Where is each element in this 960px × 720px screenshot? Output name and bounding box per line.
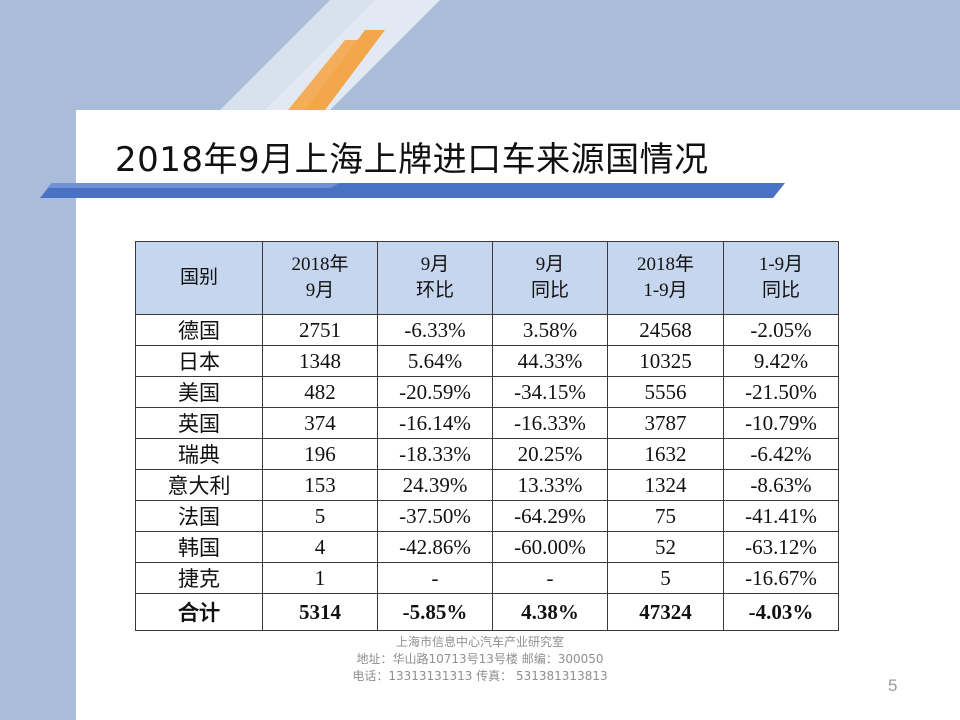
header-ytd-yoy: 1-9月同比 [723,241,839,315]
value-cell: -63.12% [723,531,839,563]
table-row: 美国 482 -20.59% -34.15% 5556 -21.50% [135,376,839,408]
value-cell: 5 [607,562,724,594]
table-row: 日本 1348 5.64% 44.33% 10325 9.42% [135,345,839,377]
value-cell: 5.64% [377,345,493,377]
value-cell: 24568 [607,314,724,346]
value-cell: -21.50% [723,376,839,408]
title-underline-bar [40,183,785,198]
country-cell: 捷克 [135,562,263,594]
slide-title: 2018年9月上海上牌进口车来源国情况 [115,140,709,180]
header-line: 9月 [305,280,335,301]
value-cell: -5.85% [377,593,493,631]
value-cell: 1324 [607,469,724,501]
value-cell: -42.86% [377,531,493,563]
value-cell: -20.59% [377,376,493,408]
header-sep-mom: 9月环比 [377,241,493,315]
table-row: 捷克 1- -5 -16.67% [135,562,839,594]
value-cell: -6.42% [723,438,839,470]
value-cell: 52 [607,531,724,563]
value-cell: -18.33% [377,438,493,470]
value-cell: 196 [262,438,378,470]
value-cell: -2.05% [723,314,839,346]
value-cell: -16.67% [723,562,839,594]
table-row: 英国 374 -16.14% -16.33% 3787 -10.79% [135,407,839,439]
value-cell: -41.41% [723,500,839,532]
header-line: 环比 [415,280,454,301]
header-line: 同比 [530,280,569,301]
table-row: 法国 5 -37.50% -64.29% 75 -41.41% [135,500,839,532]
value-cell: 10325 [607,345,724,377]
header-ytd-2018: 2018年 1-9月 [607,241,724,315]
top-background-band [0,0,960,110]
country-cell: 法国 [135,500,263,532]
value-cell: 1632 [607,438,724,470]
footer-address: 地址：华山路10713号13号楼 邮编：300050 [356,652,604,666]
value-cell: 3.58% [492,314,608,346]
header-line: 2018年 [291,254,349,275]
value-cell: -37.50% [377,500,493,532]
page-number: 5 [888,676,898,695]
header-line: 同比 [761,280,800,301]
country-cell: 合计 [135,593,263,631]
footer-org: 上海市信息中心汽车产业研究室 [395,635,564,649]
country-cell: 英国 [135,407,263,439]
value-cell: - [377,562,493,594]
value-cell: 4 [262,531,378,563]
value-cell: -34.15% [492,376,608,408]
table-total-row: 合计 5314 -5.85% 4.38% 47324 -4.03% [135,593,839,631]
value-cell: -10.79% [723,407,839,439]
value-cell: 5 [262,500,378,532]
value-cell: 20.25% [492,438,608,470]
value-cell: 24.39% [377,469,493,501]
header-line: 1-9月 [643,280,688,301]
table-row: 瑞典 196 -18.33% 20.25% 1632 -6.42% [135,438,839,470]
header-line: 1-9月 [758,254,804,275]
value-cell: -16.14% [377,407,493,439]
value-cell: 5556 [607,376,724,408]
value-cell: 374 [262,407,378,439]
header-sep-2018: 2018年 9月 [262,241,378,315]
country-cell: 美国 [135,376,263,408]
table-row: 德国 2751 -6.33% 3.58% 24568 -2.05% [135,314,839,346]
value-cell: -60.00% [492,531,608,563]
table-row: 韩国 4 -42.86% -60.00% 52 -63.12% [135,531,839,563]
footer-contact: 电话：13313131313 传真： 531381313813 [352,669,608,683]
header-line: 2018年 [636,254,694,275]
value-cell: 5314 [262,593,378,631]
value-cell: -4.03% [723,593,839,631]
value-cell: 1348 [262,345,378,377]
value-cell: 47324 [607,593,724,631]
header-sep-yoy: 9月同比 [492,241,608,315]
value-cell: 1 [262,562,378,594]
header-line: 国别 [179,267,218,288]
table-body: 德国 2751 -6.33% 3.58% 24568 -2.05% 日本 1348 5.64% 4… [135,314,839,631]
value-cell: 9.42% [723,345,839,377]
country-cell: 韩国 [135,531,263,563]
table-header-row: 国别 2018年 9月 9月 环比 9月 同比 2018年 1-9月 1-9月 同比 [135,241,839,315]
table-row: 意大利 153 24.39% 13.33% 1324 -8.63% [135,469,839,501]
header-line: 9月 [420,254,450,275]
value-cell: 153 [262,469,378,501]
value-cell: 482 [262,376,378,408]
left-background-band [0,0,76,720]
country-cell: 德国 [135,314,263,346]
country-cell: 瑞典 [135,438,263,470]
value-cell: -16.33% [492,407,608,439]
import-source-table: 国别 2018年 9月 9月 环比 9月 同比 2018年 1-9月 1-9月 同比 德国… [135,241,839,631]
value-cell: 2751 [262,314,378,346]
value-cell: - [492,562,608,594]
header-country: 国别 [135,241,263,315]
value-cell: -6.33% [377,314,493,346]
country-cell: 意大利 [135,469,263,501]
country-cell: 日本 [135,345,263,377]
value-cell: -8.63% [723,469,839,501]
value-cell: 4.38% [492,593,608,631]
value-cell: 13.33% [492,469,608,501]
header-line: 9月 [535,254,565,275]
value-cell: 3787 [607,407,724,439]
value-cell: -64.29% [492,500,608,532]
value-cell: 75 [607,500,724,532]
value-cell: 44.33% [492,345,608,377]
